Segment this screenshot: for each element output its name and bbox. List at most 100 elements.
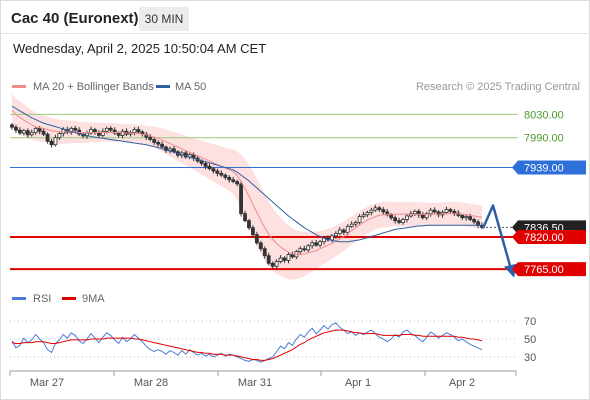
candle-body (41, 130, 46, 135)
candle-body (152, 139, 157, 143)
candle-body (397, 220, 401, 223)
chart-datetime: Wednesday, April 2, 2025 10:50:04 AM CET (13, 41, 267, 56)
rsi-tick-1: 50 (524, 334, 536, 346)
candle-body (385, 211, 390, 216)
price-plot: 8030.007990.007939.007836.507820.007765.… (10, 93, 586, 280)
rsi-plot: 70 50 30 (10, 316, 536, 364)
candle-body (373, 207, 378, 211)
candle-body (239, 183, 243, 215)
candle-body (73, 127, 78, 131)
legend-label-9ma: 9MA (82, 293, 105, 305)
candle-body (89, 129, 93, 134)
candle-body (341, 229, 346, 233)
candle-body (235, 181, 240, 185)
candle-body (33, 127, 38, 133)
candle-body (310, 242, 315, 247)
candle-body (25, 130, 30, 136)
candle-body (156, 141, 161, 145)
candle-body (219, 172, 224, 176)
header-divider (0, 33, 590, 34)
candle-body (57, 133, 62, 139)
candle-body (274, 261, 279, 267)
bollinger-band (12, 93, 482, 280)
level-tag-pointer-3 (512, 220, 518, 235)
rsi-tick-0: 70 (524, 316, 536, 328)
legend-swatch-ma50 (156, 85, 170, 88)
x-tick-label-0: Mar 27 (30, 377, 64, 389)
x-tick-label-3: Apr 1 (345, 377, 371, 389)
candle-body (247, 220, 251, 229)
candle-body (412, 210, 417, 215)
forecast-arrow (481, 204, 514, 273)
candle-body (148, 136, 153, 140)
candle-body (29, 132, 34, 136)
candle-body (21, 130, 26, 134)
candle-body (452, 210, 457, 214)
candle-body (361, 214, 366, 217)
candle-body (436, 211, 441, 216)
candle-body (254, 234, 259, 244)
x-tick-label-1: Mar 28 (134, 377, 168, 389)
candle-body (409, 213, 413, 217)
candle-body (160, 143, 164, 148)
candle-body (330, 235, 334, 241)
candle-body (401, 219, 405, 223)
candle-body (460, 215, 465, 219)
candle-body (282, 257, 287, 261)
candle-body (14, 126, 18, 131)
instrument-title: Cac 40 (Euronext) (11, 10, 139, 27)
candle-body (227, 177, 232, 181)
rsi-series-0 (11, 322, 483, 363)
candle-body (286, 254, 291, 261)
candle-body (164, 146, 168, 151)
level-tag-pointer-5 (512, 262, 518, 277)
candle-body (223, 174, 228, 178)
candle-body (37, 127, 42, 132)
candle-body (10, 124, 14, 128)
candle-body (231, 179, 236, 182)
candle-body (100, 130, 105, 136)
level-tag-2 (518, 160, 586, 175)
x-axis: Mar 27 Mar 28 Mar 31 Apr 1 Apr 2 (9, 370, 517, 389)
legend-swatch-ma20 (12, 85, 26, 88)
candle-body (104, 127, 109, 132)
candle-body (349, 223, 354, 227)
candle-body (132, 129, 137, 133)
level-tag-pointer-2 (512, 160, 518, 175)
candle-body (337, 229, 342, 234)
candle-body (420, 214, 425, 219)
candle-body (112, 129, 117, 134)
candle-body (302, 248, 307, 251)
interval-button[interactable]: 30 MIN (139, 7, 189, 31)
legend-label-ma50: MA 50 (175, 81, 206, 93)
x-tick-label-2: Mar 31 (238, 377, 272, 389)
candle-body (168, 148, 172, 151)
source-credit: Research © 2025 Trading Central (416, 81, 580, 93)
candle-body (290, 254, 295, 258)
candle-body (298, 248, 303, 253)
candle-body (432, 209, 437, 213)
candle-body (211, 168, 216, 172)
level-tag-4 (518, 230, 586, 245)
candle-body (357, 216, 362, 223)
candle-body (49, 140, 54, 146)
candle-body (207, 165, 212, 170)
candle-body (45, 133, 50, 142)
candle-body (17, 129, 22, 134)
candle-body (448, 209, 453, 212)
candle-body (266, 255, 271, 264)
candle-body (428, 209, 433, 215)
candle-body (108, 127, 113, 131)
candle-body (365, 212, 370, 216)
candle-body (243, 213, 247, 222)
candle-body (306, 245, 311, 251)
level-label-0: 8030.00 (524, 109, 564, 121)
ma50-line (11, 105, 482, 243)
candle-body (270, 262, 275, 267)
candle-body (464, 216, 469, 219)
candle-body (215, 170, 220, 174)
level-tag-pointer-4 (512, 230, 518, 245)
candle-body (203, 163, 208, 167)
candle-body (53, 137, 58, 146)
